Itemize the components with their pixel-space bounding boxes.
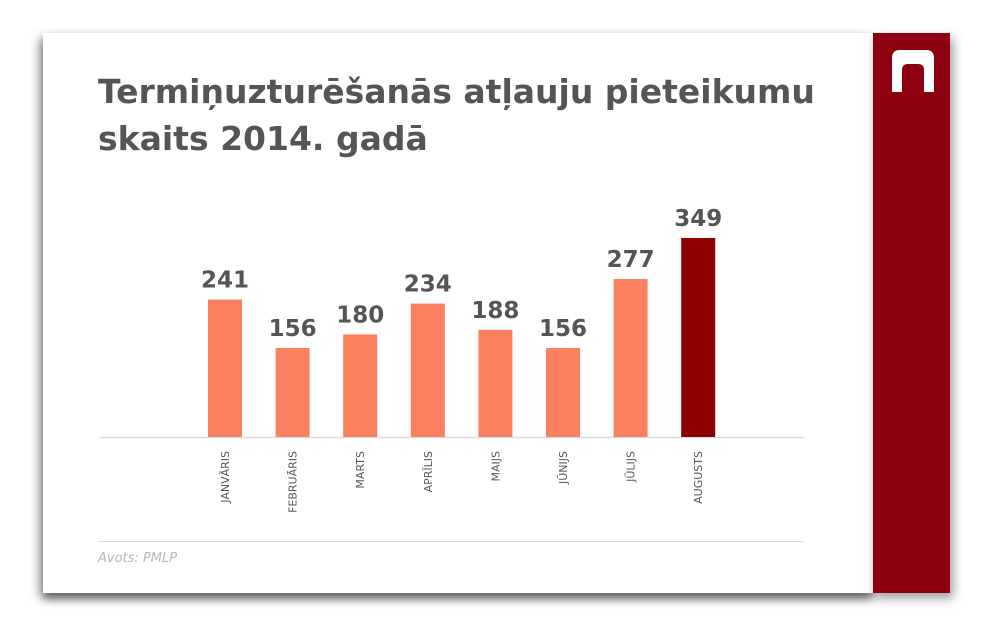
bar-janvāris	[208, 299, 242, 437]
chart-card	[43, 33, 873, 593]
footer-divider	[98, 541, 804, 542]
value-label: 234	[404, 272, 452, 298]
chart-title: Termiņuzturēšanās atļauju pieteikumu ska…	[98, 68, 838, 162]
category-label: FEBRUĀRIS	[287, 451, 300, 513]
category-label: JŪNIJS	[557, 451, 570, 485]
category-label: JANVĀRIS	[219, 451, 232, 504]
chart-title-line-1: Termiņuzturēšanās atļauju pieteikumu	[98, 72, 815, 111]
source-note: Avots: PMLP	[98, 551, 178, 566]
chart-title-line-2: skaits 2014. gadā	[98, 119, 428, 158]
category-label: MARTS	[354, 451, 367, 489]
value-label: 188	[471, 298, 519, 324]
bar-jūnijs	[546, 348, 580, 437]
category-label: JŪLIJS	[625, 451, 638, 483]
value-label: 277	[607, 247, 655, 273]
brand-sidebar	[873, 33, 950, 593]
category-label: MAIJS	[489, 451, 502, 482]
category-label: AUGUSTS	[692, 451, 705, 504]
bar-jūlijs	[613, 279, 648, 437]
bar-marts	[343, 334, 378, 437]
bar-februāris	[275, 348, 310, 437]
bar-maijs	[478, 329, 513, 437]
value-label: 241	[201, 268, 249, 294]
value-label: 156	[539, 316, 587, 342]
bar-aprīlis	[410, 303, 445, 437]
arch-icon	[892, 50, 934, 92]
value-label: 180	[336, 302, 384, 328]
category-label: APRĪLIS	[422, 451, 435, 492]
bar-augusts	[681, 238, 716, 437]
value-label: 349	[674, 206, 722, 232]
value-label: 156	[269, 316, 317, 342]
